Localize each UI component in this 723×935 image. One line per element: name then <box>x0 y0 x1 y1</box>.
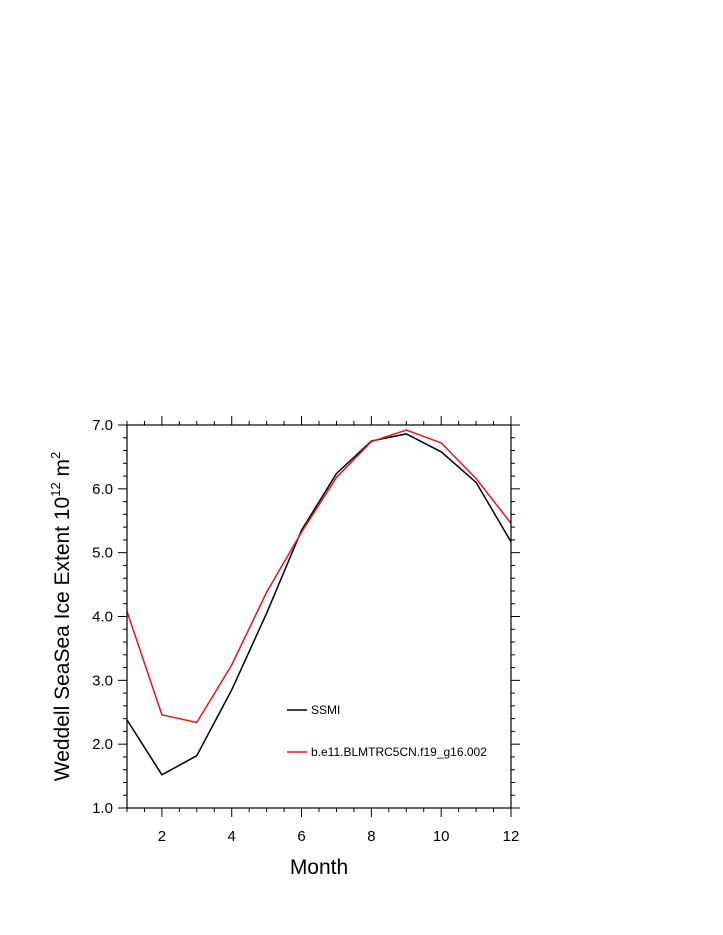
series-line-1 <box>126 433 512 776</box>
y-tick-label: 5.0 <box>92 545 113 562</box>
y-tick-label: 3.0 <box>92 672 113 689</box>
legend-label: SSMI <box>311 703 340 717</box>
x-tick-label: 12 <box>503 828 520 845</box>
y-axis-title-main: Weddell SeaSea Ice Extent 10 <box>51 497 74 781</box>
y-tick-label: 7.0 <box>92 417 113 434</box>
x-tick-labels: 2 4 6 8 10 12 <box>158 828 520 845</box>
x-tick-label: 2 <box>158 828 166 845</box>
x-tick-label: 8 <box>367 828 375 845</box>
x-tick-label: 4 <box>228 828 236 845</box>
legend-label: b.e11.BLMTRC5CN.f19_g16.002 <box>311 745 487 759</box>
y-tick-label: 1.0 <box>92 800 113 817</box>
series-line-2 <box>126 429 512 724</box>
x-axis-title: Month <box>290 856 348 879</box>
x-tick-label: 6 <box>297 828 305 845</box>
axis-ticks <box>118 416 520 817</box>
y-tick-labels: 1.0 2.0 3.0 4.0 5.0 6.0 7.0 <box>92 417 113 817</box>
y-tick-label: 2.0 <box>92 736 113 753</box>
y-axis-title-unit-exponent: 2 <box>48 452 63 459</box>
y-axis-title-exponent: 12 <box>48 482 63 496</box>
y-tick-label: 6.0 <box>92 481 113 498</box>
plot-frame <box>126 424 512 809</box>
y-axis-title: Weddell SeaSea Ice Extent 1012 m2 <box>48 452 74 782</box>
y-axis-title-unit: m <box>51 459 74 482</box>
series-lines <box>126 429 512 776</box>
x-tick-label: 10 <box>433 828 450 845</box>
y-tick-label: 4.0 <box>92 609 113 626</box>
legend: SSMI b.e11.BLMTRC5CN.f19_g16.002 <box>287 703 487 759</box>
